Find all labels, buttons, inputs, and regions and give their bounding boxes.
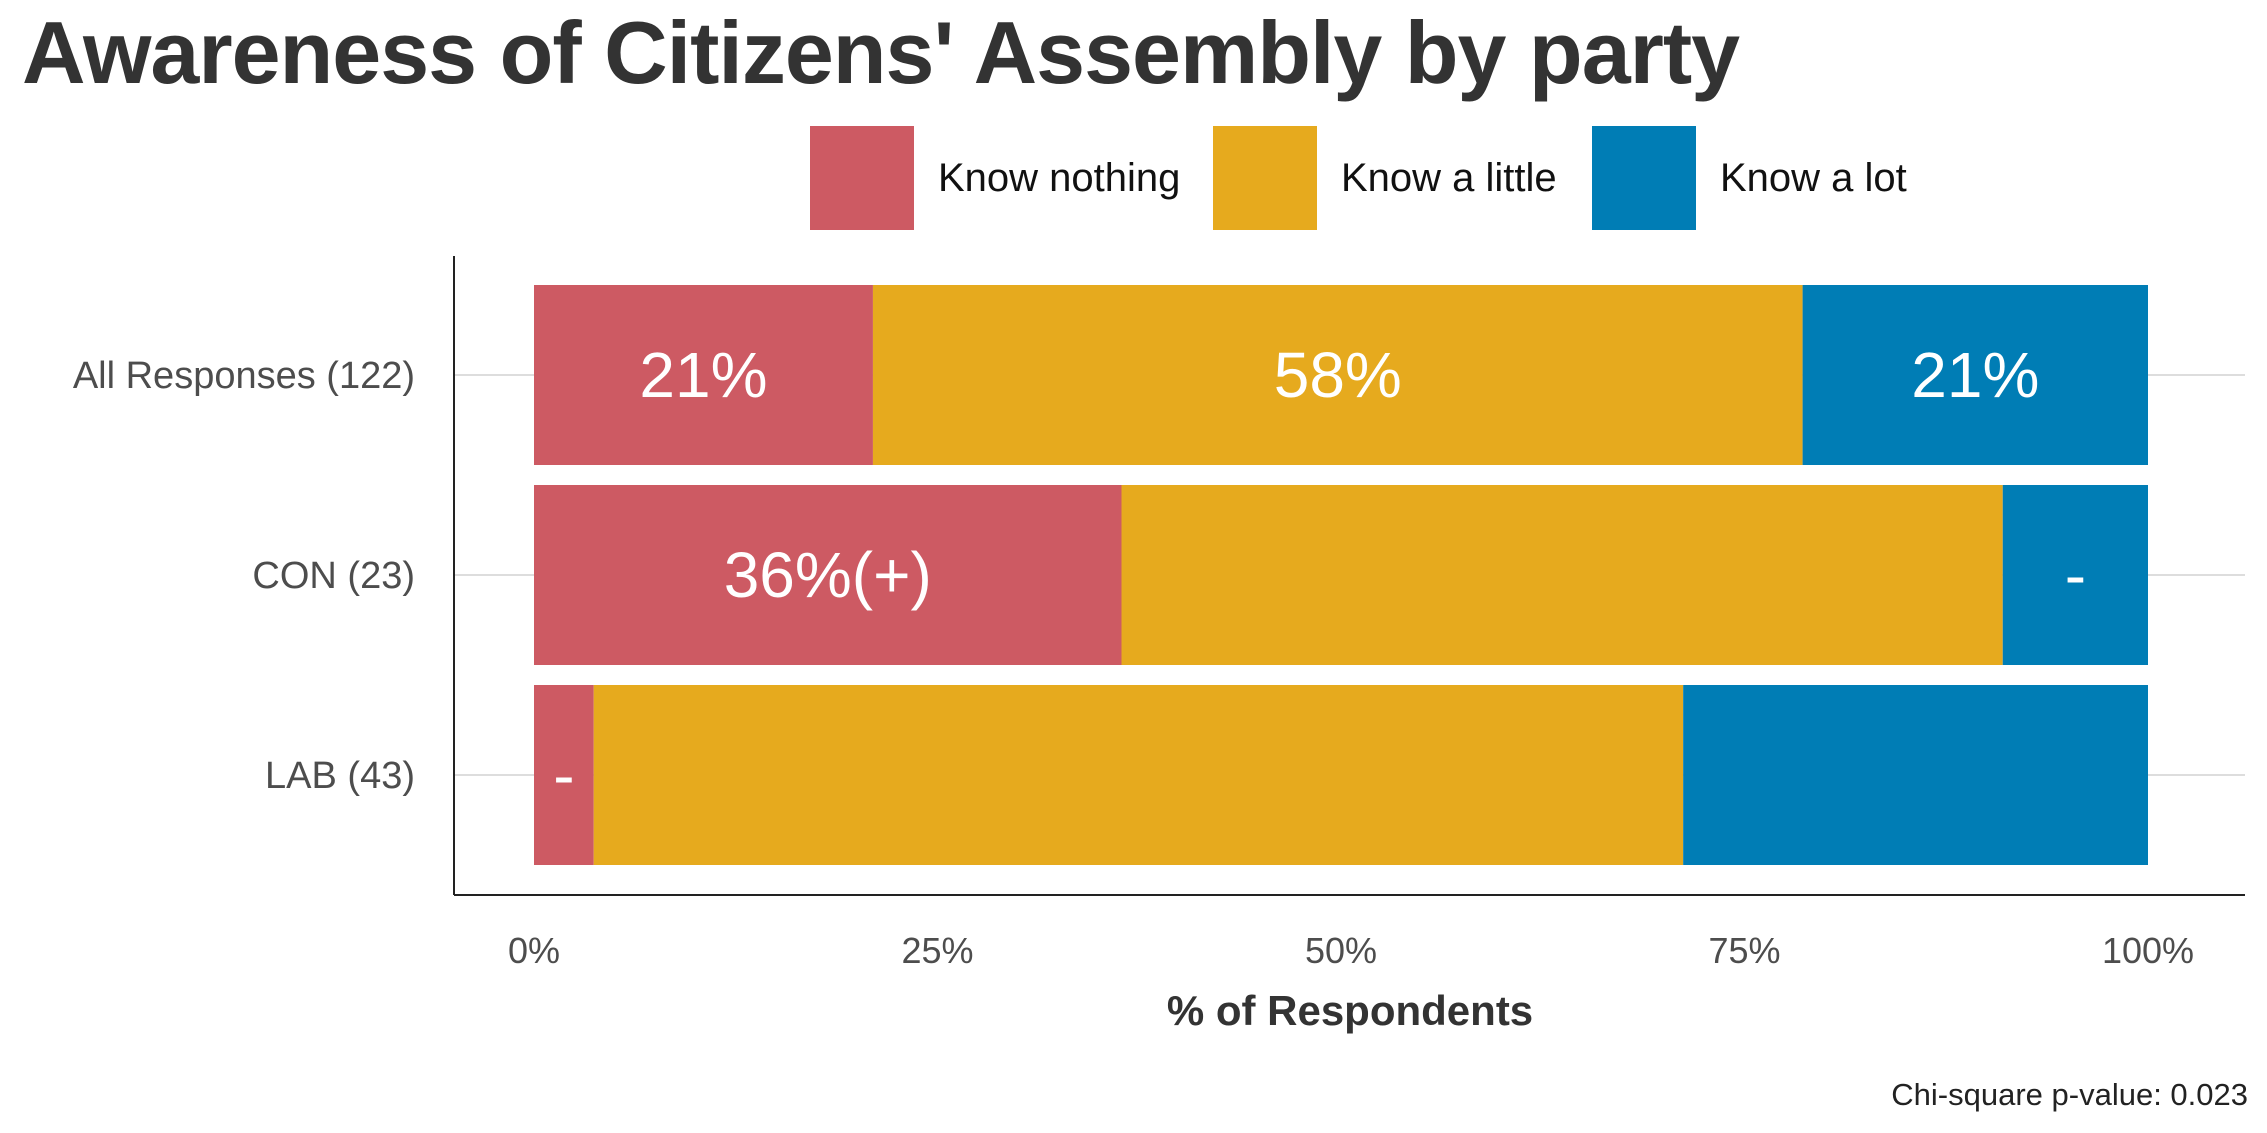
- category-labels: All Responses (122) CON (23) LAB (43): [73, 355, 415, 797]
- legend-swatch-know-nothing: [810, 126, 914, 230]
- bar-know-nothing-1: [534, 485, 1122, 665]
- legend: Know nothing Know a little Know a lot: [810, 126, 1907, 230]
- x-axis-title: % of Respondents: [1167, 987, 1533, 1034]
- x-tick-label-1: 25%: [901, 930, 973, 971]
- data-label-know-nothing-1: 36%(+): [724, 539, 932, 611]
- bar-know-a-lot-0: [1802, 285, 2148, 465]
- category-label-0: All Responses (122): [73, 355, 415, 397]
- bar-know-a-lot-2: [1683, 685, 2148, 865]
- legend-label-know-a-lot: Know a lot: [1720, 156, 1907, 200]
- chart-title: Awareness of Citizens' Assembly by party: [22, 3, 1740, 102]
- data-label-know-nothing-0: 21%: [639, 339, 767, 411]
- bar-know-a-lot-1: [2002, 485, 2148, 665]
- bar-know-a-little-2: [593, 685, 1684, 865]
- bar-know-a-little-0: [872, 285, 1803, 465]
- data-label-know-nothing-2: -: [553, 739, 574, 811]
- legend-swatch-know-a-little: [1213, 126, 1317, 230]
- data-labels: 21% 58% 21% 36%(+) - -: [553, 339, 2086, 811]
- legend-swatch-know-a-lot: [1592, 126, 1696, 230]
- x-tick-label-0: 0%: [508, 930, 560, 971]
- axes: [453, 256, 2245, 896]
- legend-label-know-nothing: Know nothing: [938, 156, 1180, 200]
- x-tick-label-2: 50%: [1305, 930, 1377, 971]
- category-label-2: LAB (43): [265, 755, 415, 797]
- data-label-know-a-lot-0: 21%: [1911, 339, 2039, 411]
- legend-label-know-a-little: Know a little: [1341, 156, 1557, 200]
- bars: [534, 285, 2148, 865]
- category-label-1: CON (23): [252, 555, 415, 597]
- data-label-know-a-lot-1: -: [2065, 539, 2086, 611]
- x-tick-label-3: 75%: [1708, 930, 1780, 971]
- footnote: Chi-square p-value: 0.023: [1891, 1077, 2248, 1112]
- bar-know-a-little-1: [1121, 485, 2003, 665]
- x-tick-labels: 0% 25% 50% 75% 100%: [508, 930, 2194, 971]
- x-tick-label-4: 100%: [2102, 930, 2194, 971]
- data-label-know-a-little-0: 58%: [1274, 339, 1402, 411]
- bar-know-nothing-0: [534, 285, 873, 465]
- bar-know-nothing-2: [534, 685, 594, 865]
